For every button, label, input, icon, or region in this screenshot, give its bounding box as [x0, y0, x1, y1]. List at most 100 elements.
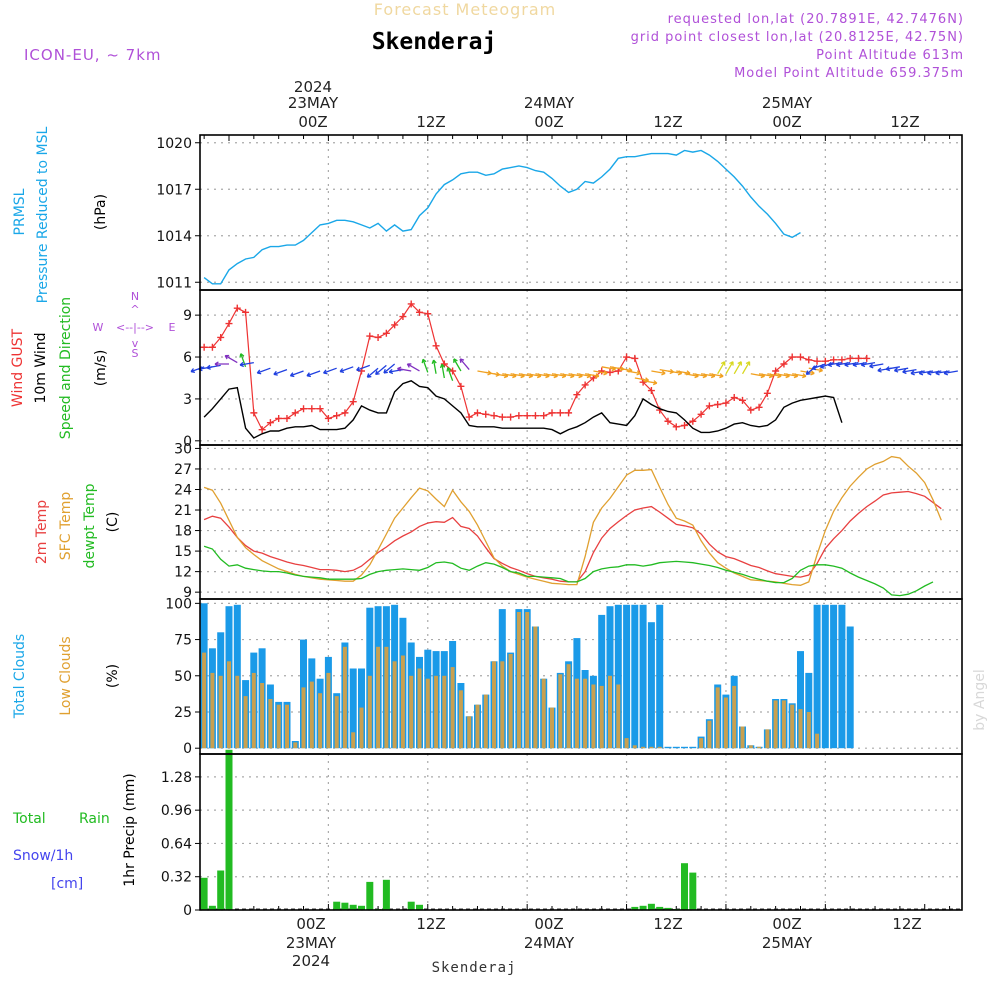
low-cloud-bar	[732, 685, 737, 749]
model-altitude: Model Point Altitude 659.375m	[734, 66, 964, 81]
wind-direction-arrow	[819, 362, 834, 369]
top-hour-label: 12Z	[890, 113, 919, 131]
low-cloud-bar	[815, 733, 820, 749]
bottom-hour-label: 00Z	[296, 915, 325, 933]
low-cloud-bar	[326, 672, 331, 749]
rain-bar	[208, 905, 216, 910]
low-cloud-bar	[707, 720, 712, 749]
low-cloud-bar	[740, 726, 745, 749]
gust-point-marker	[399, 313, 407, 321]
top-day-label: 23MAY	[288, 94, 339, 112]
bottom-day-label: 23MAY	[286, 934, 337, 952]
rain-bar	[200, 877, 208, 910]
low-cloud-bar	[367, 675, 372, 749]
gust-point-marker	[258, 426, 266, 434]
low-cloud-bar	[260, 683, 265, 749]
top-day-label: 24MAY	[524, 94, 575, 112]
bottom-hour-label: 00Z	[534, 915, 563, 933]
gust-point-marker	[382, 329, 390, 337]
low-cloud-bar	[723, 697, 728, 749]
low-cloud-bar	[483, 694, 488, 749]
low-cloud-bar	[492, 661, 496, 749]
temperature-panel-labels: 2m Temp SFC Temp dewpt Temp (C)	[34, 483, 121, 568]
gust-point-marker	[316, 405, 324, 413]
gust-point-marker	[531, 412, 539, 420]
compass-east: E	[169, 321, 176, 334]
wind-direction-arrow	[717, 361, 726, 375]
rain-bar	[664, 907, 672, 910]
wind-direction-arrow	[421, 358, 429, 373]
bottom-hour-label: 00Z	[772, 915, 801, 933]
wind-direction-arrow	[224, 354, 238, 364]
wind-series-line	[203, 380, 843, 439]
direction-label: Speed and Direction	[58, 297, 74, 439]
wind-direction-arrow	[593, 370, 608, 376]
top-year-label: 2024	[294, 78, 332, 96]
gust-point-marker	[266, 419, 274, 427]
total-cloud-bar	[639, 604, 647, 749]
snow-label: Snow/1h	[13, 848, 73, 864]
bottom-hour-label: 12Z	[653, 915, 682, 933]
total-cloud-bar	[838, 604, 846, 749]
low-cloud-bar	[715, 687, 720, 749]
rain-bar	[341, 902, 349, 910]
low-cloud-bar	[450, 667, 455, 749]
low-cloud-bar	[342, 646, 347, 749]
bottom-day-label: 24MAY	[524, 934, 575, 952]
wind-direction-arrow	[383, 363, 396, 374]
compass-north: N	[131, 290, 139, 303]
wind-direction-arrow	[893, 367, 909, 373]
y-tick-label: 18	[174, 524, 192, 540]
gust-point-marker	[366, 332, 374, 340]
y-tick-label: 6	[183, 350, 192, 366]
gust-point-marker	[242, 308, 250, 316]
dewpt-series-line	[203, 545, 934, 597]
low-cloud-bar	[276, 704, 281, 749]
wind-direction-arrow	[741, 361, 751, 375]
wind-direction-arrow	[885, 366, 900, 372]
gust-point-marker	[308, 405, 316, 413]
low-cloud-bar	[699, 738, 704, 749]
low-cloud-bar	[550, 707, 554, 749]
gust-point-marker	[515, 412, 523, 420]
low-cloud-bar	[268, 699, 273, 749]
gust-point-marker	[846, 354, 854, 362]
wind-direction-arrow	[725, 361, 734, 375]
total-cloud-bar	[813, 604, 821, 749]
low-cloud-bar	[773, 700, 778, 749]
wind-direction-arrow	[643, 380, 658, 386]
precip-panel-labels: Total Rain Snow/1h [cm] 1hr Precip (mm)	[12, 773, 138, 892]
gust-point-marker	[672, 423, 680, 431]
gust-point-marker	[697, 410, 705, 418]
gust-point-marker	[540, 412, 548, 420]
wind-direction-arrow	[273, 368, 288, 376]
y-tick-label: 1014	[156, 229, 192, 245]
cloud-panel-labels: Total Clouds Low Clouds (%)	[12, 634, 121, 719]
rain-label: Rain	[79, 811, 110, 827]
low-cloud-bar	[285, 704, 289, 749]
low-cloud-bar	[657, 746, 662, 749]
gust-point-marker	[507, 413, 515, 421]
wind-direction-arrow	[289, 370, 304, 378]
wind-direction-arrow	[792, 373, 807, 379]
y-tick-label: 3	[183, 392, 192, 408]
top-hour-label: 00Z	[772, 113, 801, 131]
low-cloud-bar	[566, 664, 571, 749]
pressure-unit: (hPa)	[93, 194, 109, 230]
low-cloud-bar	[376, 646, 381, 749]
bottom-year-label: 2024	[292, 952, 330, 970]
low-cloud-bar	[632, 745, 637, 749]
gust-point-marker	[805, 356, 813, 364]
wind-direction-arrow	[585, 373, 600, 379]
total-cloud-bar	[623, 604, 631, 749]
total-label: Total	[12, 811, 46, 827]
low-cloud-bar	[790, 704, 795, 749]
gust-point-marker	[788, 353, 796, 361]
gust-point-marker	[722, 399, 730, 407]
gust-point-marker	[225, 320, 233, 328]
compass-vertical: ^	[130, 303, 139, 316]
wind-direction-arrow	[339, 366, 354, 373]
gust-point-marker	[349, 398, 357, 406]
sfctemp-series-line	[203, 455, 942, 586]
